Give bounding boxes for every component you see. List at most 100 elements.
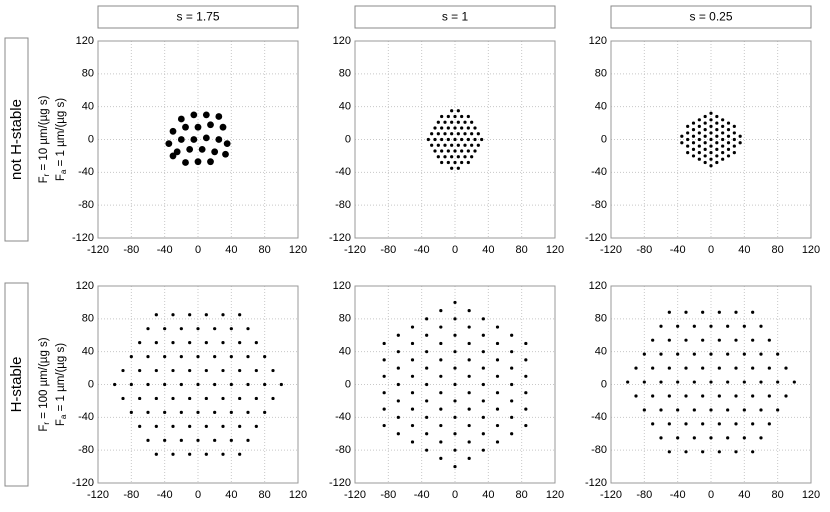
point [684, 450, 688, 454]
label-text: = 100 µm/(µg s) [38, 337, 50, 422]
y-tick-label: 0 [88, 378, 94, 390]
point [382, 358, 386, 362]
point [734, 422, 738, 426]
point [213, 327, 217, 331]
point [396, 350, 400, 354]
point [430, 143, 434, 147]
row-label-box [4, 282, 29, 487]
y-tick-label: -120 [72, 477, 94, 489]
point [263, 382, 267, 387]
point [396, 333, 400, 337]
y-tick-label: 40 [82, 346, 94, 358]
point [169, 127, 177, 135]
point [473, 126, 477, 130]
y-tick-label: 120 [333, 280, 351, 292]
label-subscript: r [42, 173, 51, 176]
point [436, 132, 440, 136]
point [207, 121, 214, 129]
point [204, 313, 208, 317]
point [179, 438, 183, 442]
point [495, 358, 500, 362]
x-tick-label: -80 [123, 489, 139, 501]
point [726, 147, 731, 151]
point [742, 352, 746, 356]
y-tick-label: 40 [595, 346, 607, 358]
point [481, 448, 485, 452]
point [717, 394, 721, 398]
y-tick-label: 120 [333, 35, 351, 47]
point [784, 394, 788, 398]
point [460, 137, 464, 142]
point [732, 137, 736, 142]
point [467, 341, 471, 346]
point [425, 350, 429, 354]
point [717, 310, 721, 314]
point [715, 121, 719, 125]
point [676, 436, 680, 440]
point [767, 338, 771, 342]
point [439, 358, 443, 362]
point [759, 380, 763, 384]
point [254, 396, 258, 401]
point [425, 317, 429, 321]
point [715, 154, 719, 158]
point [163, 354, 167, 359]
point [165, 140, 173, 148]
point [446, 137, 450, 142]
point [188, 452, 192, 456]
point [495, 391, 500, 395]
point [382, 407, 386, 411]
point [213, 410, 217, 415]
point [642, 352, 646, 356]
point [466, 137, 470, 142]
point [410, 374, 415, 378]
point [460, 149, 464, 153]
point [721, 144, 725, 148]
point [246, 410, 250, 415]
point [767, 422, 771, 426]
point [154, 341, 158, 345]
point [440, 149, 444, 153]
y-tick-label: 120 [76, 35, 94, 47]
point [453, 399, 457, 403]
point [481, 432, 485, 436]
point [146, 410, 150, 415]
x-tick-label: -40 [157, 489, 173, 501]
point [450, 143, 454, 147]
x-tick-label: 80 [259, 244, 271, 256]
point [466, 126, 470, 130]
point [138, 396, 142, 401]
point [510, 415, 514, 419]
point [709, 164, 713, 168]
point [204, 452, 208, 456]
point [473, 149, 477, 153]
y-tick-label: -80 [78, 199, 94, 211]
point [759, 324, 763, 328]
point [726, 436, 730, 440]
point [667, 422, 671, 426]
x-tick-label: 0 [708, 244, 714, 256]
y-tick-label: 40 [595, 101, 607, 113]
point [715, 160, 719, 165]
point [495, 341, 500, 346]
point [188, 313, 192, 317]
point [703, 141, 707, 145]
row-label-box [4, 37, 29, 242]
point [686, 137, 690, 142]
y-tick-label: -40 [591, 166, 607, 178]
point [686, 151, 690, 155]
point [204, 424, 208, 428]
point [238, 368, 242, 373]
point [121, 396, 125, 401]
x-tick-label: -80 [636, 489, 652, 501]
x-tick-label: 120 [802, 244, 820, 256]
point [221, 424, 225, 428]
point [776, 380, 780, 384]
point [229, 354, 233, 359]
point [440, 160, 444, 165]
point [446, 160, 450, 165]
point [659, 408, 663, 412]
point [425, 333, 429, 337]
point [721, 157, 725, 161]
point [692, 352, 696, 356]
